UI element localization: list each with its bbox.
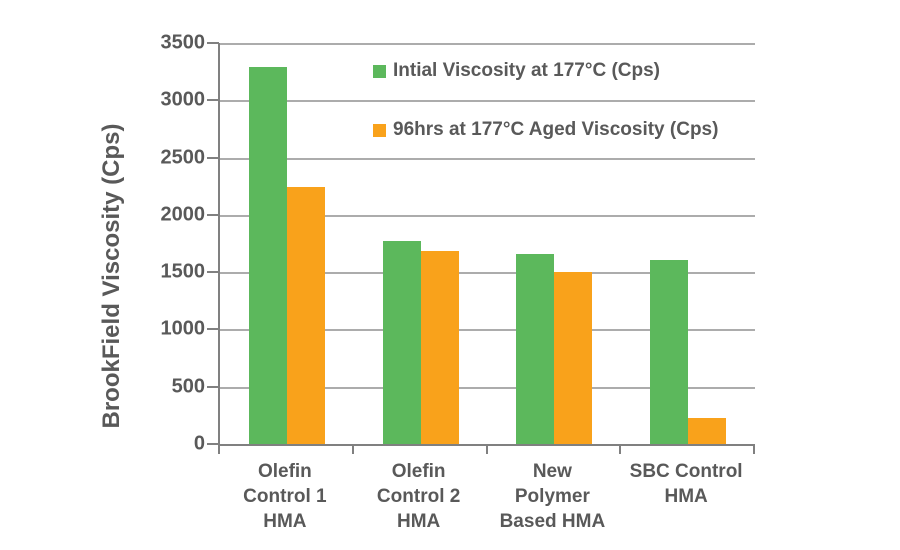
y-tick-label-1000: 1000 xyxy=(160,317,206,340)
gridline-500 xyxy=(220,386,755,389)
legend-label-2: 96hrs at 177°C Aged Viscosity (Cps) xyxy=(393,119,719,140)
y-tick-label-1500: 1500 xyxy=(160,260,206,283)
gridline-2500 xyxy=(220,157,755,160)
y-tick-mark-500 xyxy=(207,385,219,388)
gridline-2000 xyxy=(220,214,755,217)
y-tick-mark-0 xyxy=(207,443,219,445)
y-tick-label-500: 500 xyxy=(171,375,205,398)
bar-aged-3 xyxy=(554,272,593,444)
bar-group-3 xyxy=(488,43,622,444)
x-axis-label-line: New xyxy=(532,461,572,482)
legend-marker-1 xyxy=(373,64,386,78)
x-axis-label-line: Control 2 xyxy=(376,486,461,507)
bar-aged-4 xyxy=(688,417,727,444)
legend-item-2: 96hrs at 177°C Aged Viscosity (Cps) xyxy=(373,119,718,141)
x-axis-label-3: New Polymer Based HMA xyxy=(500,459,606,534)
gridline-3000 xyxy=(220,100,755,103)
y-tick-label-2500: 2500 xyxy=(160,146,206,169)
x-axis-label-line: SBC Control xyxy=(629,461,743,482)
y-tick-label-3500: 3500 xyxy=(160,31,206,54)
x-tick-mark-3 xyxy=(619,445,622,454)
y-tick-mark-2000 xyxy=(207,213,219,216)
x-axis-label-1: Olefin Control 1 HMA xyxy=(243,459,326,534)
x-axis-label-line: HMA xyxy=(396,511,441,532)
x-axis-label-line: Based HMA xyxy=(499,511,606,532)
x-axis-label-2: Olefin Control 2 HMA xyxy=(377,459,460,534)
x-axis-label-line: HMA xyxy=(664,486,708,507)
x-tick-mark-2 xyxy=(485,445,488,454)
bar-aged-1 xyxy=(286,186,325,444)
gridline-3500 xyxy=(220,43,755,45)
x-axis-label-line: HMA xyxy=(263,511,307,532)
x-axis-label-line: Olefin xyxy=(257,461,312,482)
y-tick-label-0: 0 xyxy=(193,432,205,455)
x-tick-mark-4 xyxy=(753,445,755,454)
bar-group-4 xyxy=(621,43,755,444)
x-axis-label-4: SBC Control HMA xyxy=(630,459,743,509)
y-tick-mark-1500 xyxy=(207,271,219,274)
bar-initial-2 xyxy=(382,240,421,444)
legend-marker-2 xyxy=(373,123,386,137)
gridline-1500 xyxy=(220,272,755,275)
plot-area: Intial Viscosity at 177°C (Cps) 96hrs at … xyxy=(218,43,755,446)
bar-aged-2 xyxy=(420,250,459,444)
x-axis-label-line: Olefin xyxy=(391,461,446,482)
y-tick-mark-3500 xyxy=(207,42,219,44)
gridline-1000 xyxy=(220,329,755,332)
legend-label-1: Intial Viscosity at 177°C (Cps) xyxy=(393,60,661,81)
x-axis-label-line: Control 1 xyxy=(243,486,327,507)
x-tick-mark-1 xyxy=(351,445,354,454)
y-tick-label-3000: 3000 xyxy=(160,88,206,111)
x-tick-mark-0 xyxy=(218,445,220,454)
bar-initial-3 xyxy=(516,254,555,444)
x-axis-label-line: Polymer xyxy=(514,486,590,507)
bar-initial-4 xyxy=(650,259,689,444)
y-tick-label-2000: 2000 xyxy=(160,203,206,226)
bar-group-1 xyxy=(220,43,354,444)
legend-item-1: Intial Viscosity at 177°C (Cps) xyxy=(373,60,660,82)
y-tick-mark-2500 xyxy=(207,156,219,159)
bar-group-2 xyxy=(354,43,488,444)
bar-initial-1 xyxy=(248,67,287,444)
y-tick-mark-3000 xyxy=(207,99,219,102)
y-tick-mark-1000 xyxy=(207,328,219,331)
